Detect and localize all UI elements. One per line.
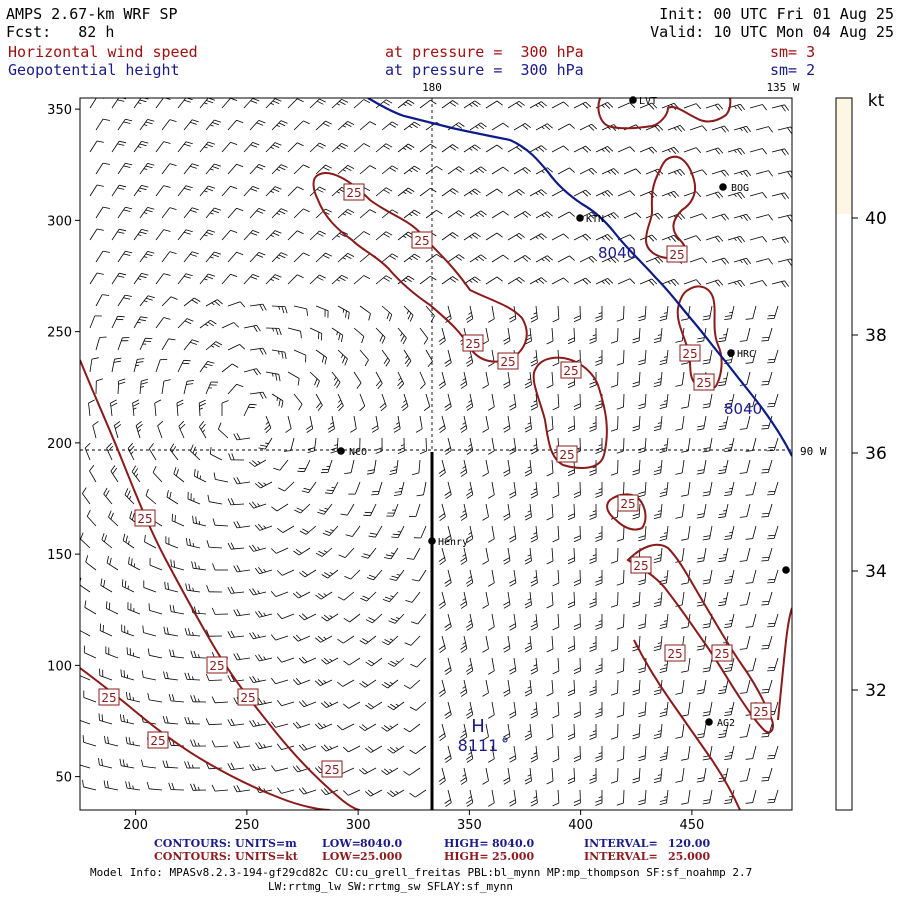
station-ag2-label: AG2 (717, 718, 735, 729)
station-bog-dot (719, 183, 727, 191)
station-henry-label: Henry (438, 537, 468, 548)
station-ktn-label: KTN (586, 214, 604, 225)
footer2-high-val: 25.000 (492, 850, 534, 863)
y-tick-label: 350 (47, 103, 72, 118)
wind-label-text: 25 (696, 376, 711, 390)
wind-label-text: 25 (667, 647, 682, 661)
colorbar-fill (836, 98, 852, 214)
field1-name: Horizontal wind speed (8, 43, 198, 61)
x-tick-label: 400 (568, 818, 593, 833)
y-tick-label: 100 (47, 659, 72, 674)
lon-label-135w: 135 W (766, 81, 799, 94)
field2-level: at pressure = 300 hPa (385, 61, 584, 79)
station-hrc-label: HRC (737, 349, 755, 360)
wind-label-text: 25 (414, 234, 429, 248)
station-hrc-dot (727, 349, 735, 357)
wind-label-text: 25 (346, 186, 361, 200)
map-panel: 25 25 25 25 25 25 25 25 25 25 25 25 25 25 25 25 25 25 25 25… (77, 96, 795, 810)
x-tick-label: 300 (346, 818, 371, 833)
footer2-high: HIGH= (444, 850, 489, 863)
footer1-contours: CONTOURS: (154, 837, 231, 850)
wind-label-text: 25 (633, 559, 648, 573)
station-ag2-dot (705, 718, 713, 726)
wind-label-text: 25 (500, 355, 515, 369)
footer2-interval-val: 25.000 (668, 850, 710, 863)
footer1-high-val: 8040.0 (492, 837, 534, 850)
colorbar-ticks: 40 38 36 34 32 (852, 209, 887, 701)
wind-label-text: 25 (324, 763, 339, 777)
x-tick-label: 350 (457, 818, 482, 833)
wind-label-text: 25 (559, 448, 574, 462)
colorbar-tick-label: 36 (865, 444, 887, 464)
footer1-low: LOW= (322, 837, 361, 850)
colorbar-tick-label: 40 (865, 209, 887, 229)
station-henry-dot (428, 537, 436, 545)
wind-label-text: 25 (669, 248, 684, 262)
high-value: 8111 (458, 736, 499, 755)
valid-time: Valid: 10 UTC Mon 04 Aug 25 (650, 23, 894, 41)
model-info-line1: Model Info: MPASv8.2.3-194-gf29cd82c CU:… (90, 866, 752, 879)
lon-label-180: 180 (422, 81, 442, 94)
lon-label-90w: 90 W (800, 445, 827, 458)
high-symbol: H (471, 716, 485, 737)
model-title: AMPS 2.67-km WRF SP (6, 5, 178, 23)
y-tick-label: 50 (55, 771, 72, 786)
y-tick-label: 250 (47, 326, 72, 341)
wind-label-text: 25 (240, 691, 255, 705)
field2-name: Geopotential height (8, 61, 180, 79)
colorbar-unit: kt (868, 91, 885, 111)
init-time: Init: 00 UTC Fri 01 Aug 25 (659, 5, 894, 23)
wind-label-text: 25 (682, 347, 697, 361)
y-tick-label: 300 (47, 214, 72, 229)
height-label-1: 8040 (598, 244, 636, 262)
map-background (80, 98, 792, 810)
wind-label-text: 25 (620, 497, 635, 511)
footer1-high: HIGH= (444, 837, 489, 850)
wind-label-text: 25 (137, 512, 152, 526)
x-tick-label: 250 (234, 818, 259, 833)
footer2-low: LOW= (322, 850, 361, 863)
colorbar-tick-label: 34 (865, 562, 887, 582)
footer2-interval: INTERVAL= (584, 850, 658, 863)
colorbar-tick-label: 32 (865, 681, 887, 701)
model-info-line2: LW:rrtmg_lw SW:rrtmg_sw SFLAY:sf_mynn (268, 880, 513, 893)
y-tick-label: 200 (47, 437, 72, 452)
x-tick-label: 200 (123, 818, 148, 833)
station-nco-dot (337, 447, 345, 455)
station-ktn-dot (576, 214, 584, 222)
footer2-contours: CONTOURS: (154, 850, 231, 863)
wind-label-text: 25 (563, 364, 578, 378)
field2-smoothing: sm= 2 (770, 61, 815, 79)
wind-label-text: 25 (150, 734, 165, 748)
wind-label-text: 25 (714, 647, 729, 661)
wind-label-text: 25 (209, 659, 224, 673)
colorbar-tick-label: 38 (865, 326, 887, 346)
wind-label-text: 25 (101, 691, 116, 705)
footer1-low-val: 8040.0 (360, 837, 402, 850)
header: AMPS 2.67-km WRF SP Fcst: 82 h Init: 00 … (6, 5, 894, 79)
footer1-interval-val: 120.00 (668, 837, 710, 850)
height-label-2: 8040 (724, 400, 762, 418)
forecast-hour: Fcst: 82 h (6, 23, 114, 41)
colorbar: kt 40 38 36 34 32 (836, 91, 887, 810)
station-bog-label: BOG (731, 183, 749, 194)
footer1-interval: INTERVAL= (584, 837, 658, 850)
y-tick-label: 150 (47, 548, 72, 563)
field1-smoothing: sm= 3 (770, 43, 815, 61)
field1-level: at pressure = 300 hPa (385, 43, 584, 61)
station-nco-label: NCO (349, 447, 367, 458)
footer: CONTOURS: UNITS=m LOW= 8040.0 HIGH= 8040… (154, 837, 710, 863)
footer2-units: UNITS=kt (235, 850, 299, 863)
wind-label-text: 25 (465, 337, 480, 351)
station-lvt-dot (629, 96, 637, 104)
x-tick-label: 450 (679, 818, 704, 833)
footer2-low-val: 25.000 (360, 850, 402, 863)
station-edge-dot (782, 566, 790, 574)
wind-label-text: 25 (753, 705, 768, 719)
footer1-units: UNITS=m (235, 837, 297, 850)
